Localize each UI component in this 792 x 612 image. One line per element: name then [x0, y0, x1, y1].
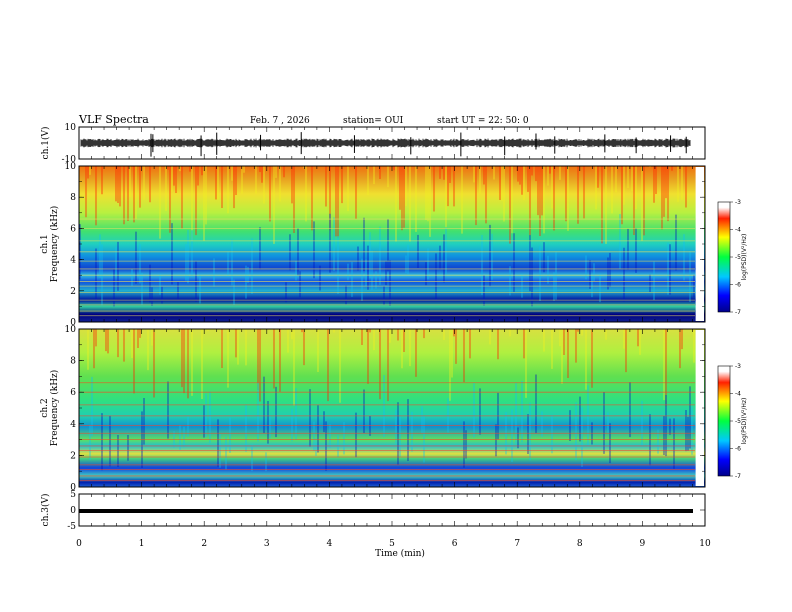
- ch2-spectrogram-nodata: [695, 330, 704, 486]
- colorbar-tick-label: -5: [735, 418, 741, 425]
- y-tick-label: 10: [65, 325, 77, 335]
- colorbar-label: log(PSD)(V²/Hz): [741, 234, 748, 281]
- y-tick-label: 0: [70, 483, 76, 493]
- ch2-spectrogram-panel: 0 2 4 6 8 10 ch.2Frequency (kHz): [40, 325, 706, 493]
- colorbar-tick-label: -7: [735, 473, 741, 480]
- y-tick-label: 8: [70, 357, 76, 367]
- colorbar-tick-label: -4: [735, 391, 741, 398]
- y-tick-label: 2: [70, 451, 76, 461]
- y-tick-label: 6: [70, 224, 76, 234]
- x-tick-label: 9: [640, 539, 646, 549]
- colorbar-tick-label: -3: [735, 199, 741, 206]
- ch1-spectrogram-base: [79, 166, 705, 322]
- y-tick-label: 0: [70, 506, 76, 516]
- y-tick-label: -10: [62, 155, 77, 165]
- ch2-spectrogram-base: [79, 329, 705, 487]
- colorbar-gradient: [717, 365, 731, 477]
- colorbar-tick-label: -6: [735, 282, 741, 289]
- ch2-colorbar: -3 -4 -5 -6 -7 log(PSD)(V²/Hz): [717, 363, 748, 480]
- y-tick-label: 5: [70, 490, 76, 500]
- ch1-waveform-ylabel: ch.1(V): [40, 127, 51, 160]
- y-tick-label: 4: [70, 420, 76, 430]
- start-time-label: start UT = 22: 50: 0: [437, 116, 529, 126]
- colorbar-tick-label: -3: [735, 363, 741, 370]
- x-tick-label: 5: [389, 539, 395, 549]
- time-axis: 0 1 2 3 4 5 6 7 8 9 10: [76, 539, 711, 549]
- y-tick-label: 6: [70, 388, 76, 398]
- colorbar-tick-label: -6: [735, 446, 741, 453]
- x-tick-label: 8: [577, 539, 583, 549]
- y-tick-label: 2: [70, 287, 76, 297]
- ch1-spectrogram-ylabel: ch.1Frequency (kHz): [40, 206, 60, 283]
- x-tick-label: 3: [264, 539, 270, 549]
- figure-title: VLF Spectra: [78, 113, 149, 126]
- y-tick-label: 4: [70, 256, 76, 266]
- ch2-spectrogram-ylabel: ch.2Frequency (kHz): [40, 370, 60, 447]
- x-tick-label: 10: [699, 539, 711, 549]
- y-tick-label: 10: [65, 162, 77, 172]
- x-tick-label: 1: [139, 539, 145, 549]
- colorbar-gradient: [717, 201, 731, 313]
- ch3-waveform-ylabel: ch.3(V): [40, 494, 51, 527]
- y-tick-label: 8: [70, 193, 76, 203]
- colorbar-label: log(PSD)(V²/Hz): [741, 398, 748, 445]
- y-tick-label: 10: [65, 123, 77, 133]
- ch1-spectrogram-nodata: [695, 167, 704, 321]
- x-tick-label: 2: [201, 539, 207, 549]
- station-label: station= OUI: [343, 116, 404, 126]
- ch1-colorbar: -3 -4 -5 -6 -7 log(PSD)(V²/Hz): [717, 199, 748, 316]
- ch1-spectrogram-panel: 0 2 4 6 8 10 ch.1Frequency (kHz): [40, 162, 706, 328]
- y-tick-label: 0: [70, 318, 76, 328]
- y-tick-label: -5: [67, 522, 76, 532]
- date-label: Feb. 7 , 2026: [250, 116, 310, 126]
- colorbar-tick-label: -5: [735, 254, 741, 261]
- ch3-waveform-panel: 5 0 -5 ch.3(V): [40, 490, 706, 532]
- ch1-waveform-panel: 10 -10 ch.1(V): [40, 123, 706, 165]
- x-tick-label: 4: [327, 539, 333, 549]
- x-tick-label: 6: [452, 539, 458, 549]
- x-tick-label: 0: [76, 539, 82, 549]
- colorbar-tick-label: -7: [735, 309, 741, 316]
- x-axis-label: Time (min): [375, 548, 425, 559]
- x-tick-label: 7: [514, 539, 520, 549]
- colorbar-tick-label: -4: [735, 227, 741, 234]
